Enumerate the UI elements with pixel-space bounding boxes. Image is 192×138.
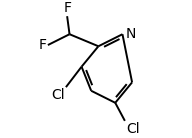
Text: N: N (126, 27, 136, 41)
Text: F: F (39, 38, 47, 52)
Text: F: F (63, 1, 71, 15)
Text: Cl: Cl (126, 122, 140, 136)
Text: Cl: Cl (51, 88, 65, 102)
